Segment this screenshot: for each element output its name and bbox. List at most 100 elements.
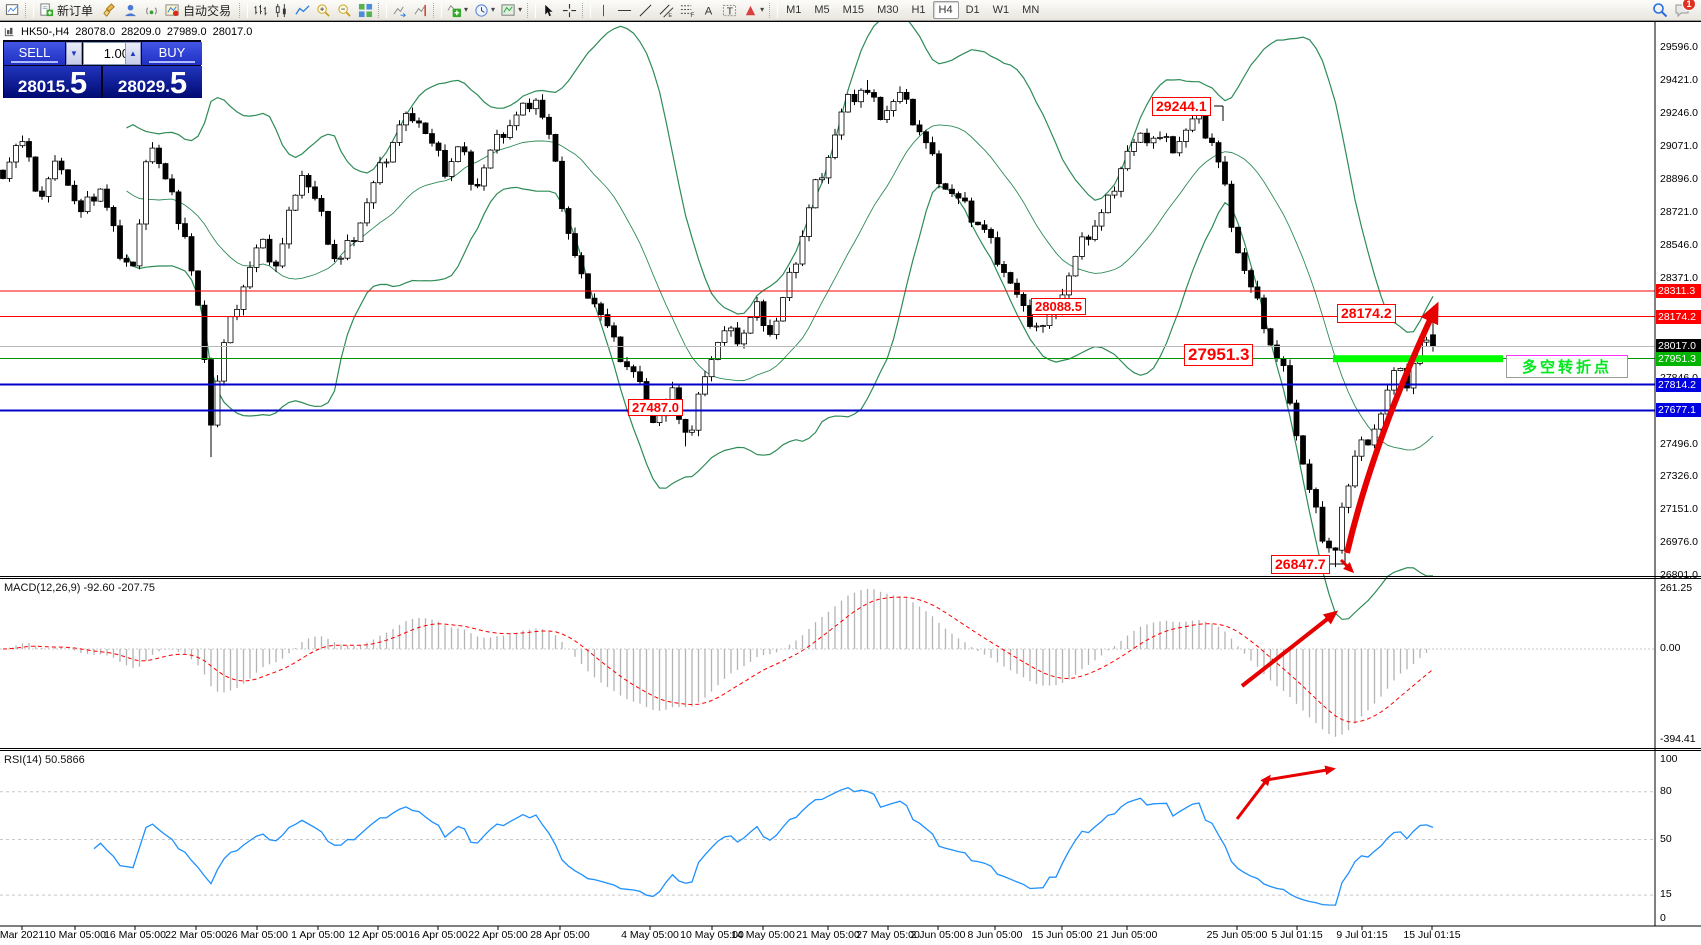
notifications-button[interactable]: 1 bbox=[1671, 0, 1696, 20]
community-button[interactable] bbox=[120, 1, 141, 20]
macd-histogram bbox=[0, 589, 1655, 737]
timeframe-H4[interactable]: H4 bbox=[932, 1, 959, 19]
candlestick-chart-button[interactable] bbox=[271, 1, 292, 20]
autotrade-label: 自动交易 bbox=[183, 3, 232, 18]
one-click-trade-panel: SELL ▼ ▲ BUY 28015. 5 28029. 5 bbox=[3, 40, 202, 98]
horizontal-line-tool[interactable] bbox=[614, 1, 635, 20]
cleanup-button[interactable] bbox=[99, 1, 120, 20]
sell-price-display[interactable]: 28015. 5 bbox=[4, 66, 101, 98]
timeframe-M1[interactable]: M1 bbox=[786, 4, 802, 16]
signals-button[interactable] bbox=[141, 1, 162, 20]
arrows-tool[interactable]: ▾ bbox=[740, 1, 767, 20]
fibonacci-tool[interactable]: F bbox=[677, 1, 698, 20]
timeframe-bar: M1 M5 M15 M30 H1 H4 D1 W1 MN bbox=[780, 1, 1045, 19]
vertical-line-icon bbox=[603, 4, 604, 16]
price-callout[interactable]: 28088.5 bbox=[1031, 298, 1086, 316]
buy-button[interactable]: BUY bbox=[142, 42, 202, 65]
dropdown-caret: ▾ bbox=[760, 5, 765, 14]
toolbar-grip bbox=[582, 2, 592, 18]
periods-button[interactable]: ▾ bbox=[471, 1, 498, 20]
x-axis-label: 14 May 05:00 bbox=[731, 929, 795, 941]
cursor-button[interactable] bbox=[538, 1, 559, 20]
new-order-button[interactable]: 新订单 bbox=[36, 1, 99, 20]
autotrade-button[interactable]: 自动交易 bbox=[162, 1, 237, 20]
symbol-period: HK50-,H4 bbox=[21, 26, 70, 38]
buy-button-label: BUY bbox=[158, 44, 186, 60]
turning-point-highlight-bar[interactable] bbox=[1333, 355, 1503, 363]
price-callout[interactable]: 28174.2 bbox=[1337, 304, 1396, 323]
price-callout[interactable]: 26847.7 bbox=[1271, 555, 1330, 574]
text-label-tool[interactable]: T bbox=[719, 1, 740, 20]
timeframe-W1[interactable]: W1 bbox=[992, 4, 1010, 16]
x-axis-label: 10 Mar 05:00 bbox=[44, 929, 106, 941]
line-chart-icon bbox=[295, 4, 310, 15]
candlestick-icon bbox=[275, 3, 286, 17]
vertical-line-tool[interactable] bbox=[593, 1, 614, 20]
price-tick: 29421.0 bbox=[1660, 74, 1698, 87]
timeframe-M5[interactable]: M5 bbox=[814, 4, 830, 16]
volume-increase-button[interactable]: ▲ bbox=[125, 42, 141, 65]
svg-text:F: F bbox=[690, 12, 694, 18]
line-chart-button[interactable] bbox=[292, 1, 313, 20]
auto-scroll-button[interactable] bbox=[389, 1, 410, 20]
sell-button[interactable]: SELL bbox=[4, 42, 65, 65]
timeframe-MN[interactable]: MN bbox=[1022, 4, 1040, 16]
x-axis-label: 15 Jun 05:00 bbox=[1031, 929, 1093, 941]
price-tick: 0 bbox=[1660, 912, 1666, 924]
templates-icon bbox=[501, 3, 515, 16]
chart-ohlc-header: HK50-,H4 28078.0 28209.0 27989.0 28017.0 bbox=[3, 26, 252, 38]
zoom-out-button[interactable] bbox=[334, 1, 355, 20]
x-axis-label: Mar 2021 bbox=[0, 929, 45, 941]
price-tick: 28721.0 bbox=[1660, 206, 1698, 219]
chart-shift-button[interactable] bbox=[410, 1, 431, 20]
price-tick: 27151.0 bbox=[1660, 502, 1698, 515]
new-chart-button[interactable] bbox=[2, 1, 23, 20]
templates-button[interactable]: ▾ bbox=[498, 1, 525, 20]
bollinger-bands bbox=[125, 10, 1434, 620]
ohlc-high: 28209.0 bbox=[121, 26, 161, 38]
zoom-in-button[interactable] bbox=[313, 1, 334, 20]
callout-connectors bbox=[1214, 105, 1346, 565]
tile-windows-button[interactable] bbox=[355, 1, 376, 20]
price-badge: 28311.3 bbox=[1656, 283, 1701, 298]
macd-pane-label: MACD(12,26,9) -92.60 -207.75 bbox=[4, 582, 156, 594]
trendline-tool[interactable] bbox=[635, 1, 656, 20]
price-tick: 0.00 bbox=[1660, 642, 1681, 654]
toolbar-grip bbox=[527, 2, 537, 18]
price-tick: 26976.0 bbox=[1660, 535, 1698, 548]
x-axis-label: 16 Mar 05:00 bbox=[104, 929, 166, 941]
mql-community-icon bbox=[124, 4, 137, 16]
turning-point-annotation[interactable]: 多空转折点 bbox=[1506, 355, 1628, 378]
volume-input[interactable] bbox=[83, 42, 133, 65]
volume-decrease-button[interactable]: ▼ bbox=[66, 42, 82, 65]
toolbar-right-group: 1 bbox=[1649, 0, 1699, 20]
timeframe-D1[interactable]: D1 bbox=[965, 4, 980, 16]
autotrade-icon bbox=[165, 3, 179, 16]
rsi-pane-label: RSI(14) 50.5866 bbox=[4, 754, 85, 766]
x-axis-label: 27 May 05:00 bbox=[856, 929, 920, 941]
timeframe-H1[interactable]: H1 bbox=[911, 4, 926, 16]
text-tool[interactable]: A bbox=[698, 1, 719, 20]
timeframe-M30[interactable]: M30 bbox=[877, 4, 899, 16]
price-callout[interactable]: 27951.3 bbox=[1184, 344, 1254, 367]
price-callout[interactable]: 27487.0 bbox=[628, 399, 683, 417]
chart-shift-icon bbox=[414, 4, 426, 16]
price-callout[interactable]: 29244.1 bbox=[1152, 97, 1211, 116]
toolbar-grip bbox=[378, 2, 388, 18]
horizontal-line-icon bbox=[618, 9, 632, 11]
cursor-icon bbox=[545, 4, 553, 16]
x-axis-label: 10 May 05:00 bbox=[680, 929, 744, 941]
bar-chart-button[interactable] bbox=[250, 1, 271, 20]
search-button[interactable] bbox=[1649, 1, 1671, 20]
rsi-line bbox=[93, 786, 1434, 906]
buy-price-big-digit: 5 bbox=[169, 65, 188, 100]
toolbar-grip bbox=[769, 2, 779, 18]
crosshair-button[interactable] bbox=[559, 1, 580, 20]
timeframe-M15[interactable]: M15 bbox=[842, 4, 865, 16]
indicators-button[interactable]: ▾ bbox=[444, 1, 471, 20]
svg-text:A: A bbox=[705, 5, 713, 17]
channel-tool[interactable]: E bbox=[656, 1, 677, 20]
buy-price-display[interactable]: 28029. 5 bbox=[103, 66, 202, 98]
sell-button-label: SELL bbox=[18, 44, 51, 60]
